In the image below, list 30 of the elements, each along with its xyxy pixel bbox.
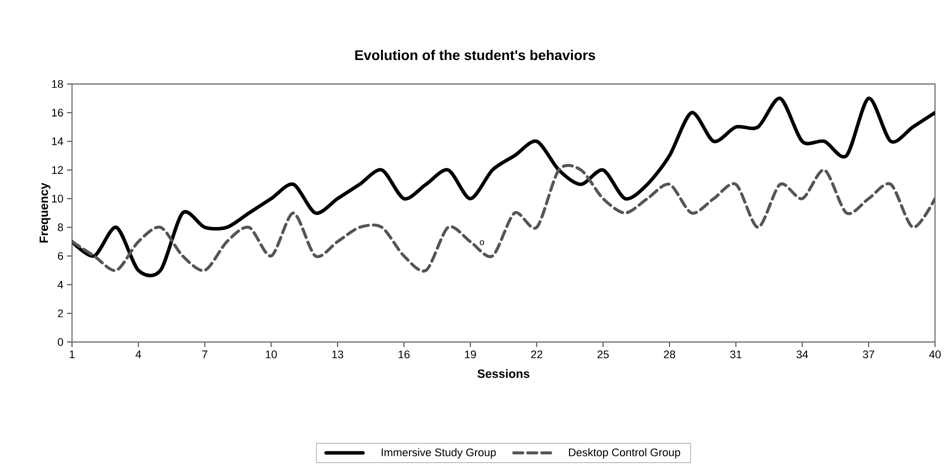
y-axis-title: Frequency bbox=[40, 182, 50, 243]
x-tick-label: 16 bbox=[398, 350, 410, 358]
x-tick-label: 10 bbox=[266, 350, 277, 358]
x-tick-label: 40 bbox=[929, 350, 941, 358]
x-tick-label: 1 bbox=[70, 350, 75, 358]
y-tick-label: 10 bbox=[52, 194, 64, 203]
y-tick-label: 6 bbox=[58, 252, 64, 260]
x-tick-label: 13 bbox=[332, 350, 344, 358]
y-tick-label: 8 bbox=[58, 223, 64, 232]
x-tick-label: 7 bbox=[202, 350, 208, 358]
x-tick-label: 31 bbox=[730, 350, 742, 358]
x-tick-label: 25 bbox=[598, 350, 609, 358]
x-tick-label: 19 bbox=[465, 350, 476, 358]
annotation: o bbox=[480, 240, 484, 246]
x-tick-label: 28 bbox=[664, 350, 676, 358]
chart-title: Evolution of the student's behaviors bbox=[355, 50, 596, 60]
x-tick-label: 22 bbox=[531, 350, 542, 358]
y-tick-label: 12 bbox=[52, 166, 63, 174]
y-tick-label: 14 bbox=[52, 138, 64, 146]
y-tick-label: 0 bbox=[58, 338, 64, 346]
legend-label: Immersive Study Group bbox=[382, 448, 496, 458]
y-tick-label: 16 bbox=[52, 108, 64, 117]
x-axis-title: Sessions bbox=[478, 369, 530, 378]
x-tick-label: 4 bbox=[136, 350, 142, 358]
x-tick-label: 37 bbox=[862, 350, 874, 358]
x-tick-label: 34 bbox=[796, 350, 808, 358]
legend-label: Desktop Control Group bbox=[569, 448, 680, 458]
y-tick-label: 4 bbox=[58, 280, 64, 288]
y-tick-label: 2 bbox=[58, 309, 63, 318]
y-tick-label: 18 bbox=[52, 80, 64, 88]
